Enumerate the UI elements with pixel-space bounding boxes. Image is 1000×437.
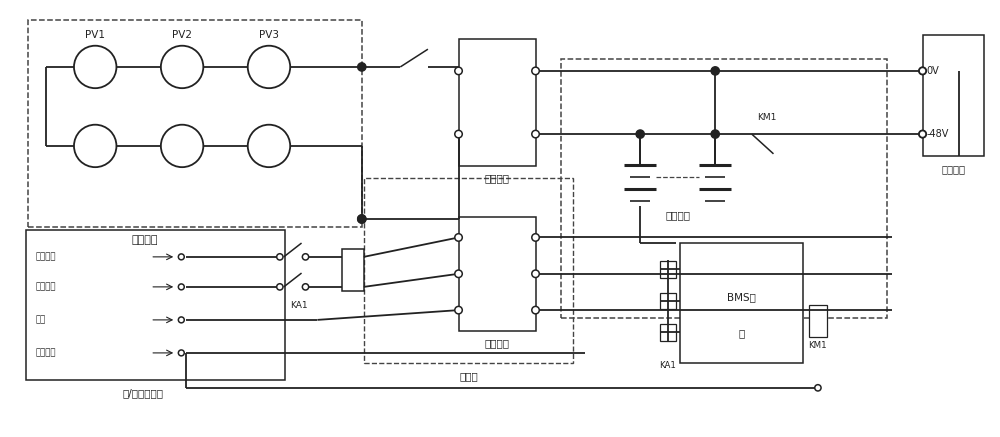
- Bar: [342, 250, 364, 291]
- Circle shape: [636, 130, 644, 138]
- Text: 启动: 启动: [36, 316, 46, 324]
- Circle shape: [277, 254, 283, 260]
- Text: KM1: KM1: [757, 113, 776, 122]
- Bar: [680, 243, 803, 363]
- Text: 功率模块: 功率模块: [485, 173, 510, 184]
- Circle shape: [455, 234, 462, 241]
- Circle shape: [178, 284, 184, 290]
- Circle shape: [161, 125, 203, 167]
- Circle shape: [919, 131, 926, 138]
- Circle shape: [277, 284, 283, 290]
- Text: 枴/汽油发电机: 枴/汽油发电机: [122, 388, 163, 398]
- Circle shape: [532, 270, 539, 277]
- Text: KA1: KA1: [290, 301, 307, 310]
- Circle shape: [74, 46, 116, 88]
- Circle shape: [161, 46, 203, 88]
- Text: PV1: PV1: [85, 30, 105, 40]
- Circle shape: [248, 46, 290, 88]
- Bar: [660, 293, 676, 309]
- Circle shape: [302, 254, 309, 260]
- Circle shape: [455, 306, 462, 314]
- Text: 功率模块: 功率模块: [485, 338, 510, 348]
- Circle shape: [358, 215, 366, 223]
- Bar: [28, 20, 362, 227]
- Bar: [26, 230, 285, 380]
- Text: 通信设备: 通信设备: [941, 164, 965, 173]
- Circle shape: [455, 130, 462, 138]
- Circle shape: [248, 125, 290, 167]
- Text: PV3: PV3: [259, 30, 279, 40]
- Circle shape: [358, 63, 366, 71]
- Bar: [923, 35, 984, 156]
- Bar: [364, 177, 573, 363]
- Circle shape: [358, 215, 366, 223]
- Bar: [809, 305, 827, 336]
- Text: 0V: 0V: [927, 66, 939, 76]
- Circle shape: [711, 67, 719, 75]
- Text: BMS系: BMS系: [727, 292, 756, 302]
- Text: KA1: KA1: [659, 361, 676, 370]
- Text: 供电输出: 供电输出: [36, 252, 56, 261]
- Circle shape: [919, 67, 926, 75]
- Text: 光伏组件: 光伏组件: [132, 235, 158, 245]
- Circle shape: [815, 385, 821, 391]
- Circle shape: [178, 317, 184, 323]
- Bar: [561, 59, 887, 318]
- Circle shape: [532, 130, 539, 138]
- Circle shape: [532, 234, 539, 241]
- Circle shape: [178, 350, 184, 356]
- Circle shape: [919, 130, 926, 138]
- Circle shape: [455, 67, 462, 75]
- Text: 油量输出: 油量输出: [36, 348, 56, 357]
- Circle shape: [302, 284, 309, 290]
- Circle shape: [455, 270, 462, 277]
- Bar: [660, 261, 676, 278]
- Circle shape: [711, 130, 719, 138]
- Circle shape: [532, 306, 539, 314]
- Text: 蓄电池组: 蓄电池组: [665, 210, 690, 220]
- Text: KM1: KM1: [809, 341, 827, 350]
- Bar: [459, 217, 536, 330]
- Text: 供电输出: 供电输出: [36, 282, 56, 291]
- Circle shape: [178, 254, 184, 260]
- Circle shape: [74, 125, 116, 167]
- Text: 控制柜: 控制柜: [459, 371, 478, 381]
- Bar: [459, 39, 536, 166]
- Circle shape: [919, 67, 926, 74]
- Circle shape: [532, 67, 539, 75]
- Bar: [660, 324, 676, 341]
- Text: -48V: -48V: [927, 129, 949, 139]
- Text: 统: 统: [738, 328, 745, 338]
- Text: PV2: PV2: [172, 30, 192, 40]
